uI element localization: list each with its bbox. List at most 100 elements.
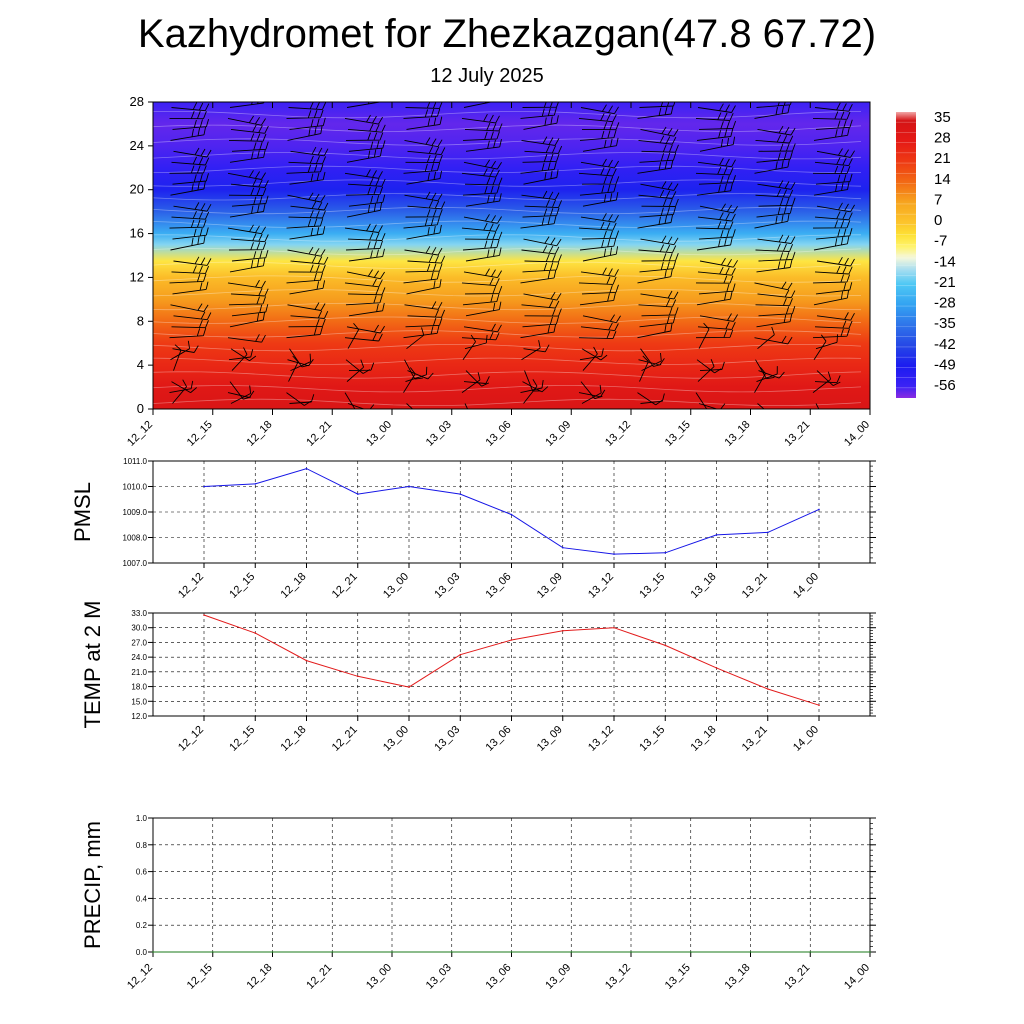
wind-barb [757,125,796,136]
x-tick-label: 12_21 [330,724,360,754]
y-axis-label: TEMP at 2 M [80,601,105,729]
wind-barb [288,155,327,165]
wind-barb [756,366,778,383]
wind-barb [173,344,182,371]
wind-barb [697,212,736,222]
x-tick-label: 13_03 [432,571,462,601]
x-tick-label: 12_15 [185,962,215,992]
wind-barb [581,230,620,240]
wind-barb [812,371,832,393]
wind-barb [698,283,736,295]
data-point [459,493,462,495]
wind-barb [524,199,563,209]
wind-barb [637,160,674,174]
data-point [357,493,359,495]
wind-barb [462,185,500,196]
wind-barb [754,159,790,174]
wind-barb [522,316,560,328]
wind-barb [227,115,266,126]
wind-barb [697,266,736,276]
x-tick-label: 13_00 [381,571,411,601]
wind-barb [407,254,446,264]
wind-barb [170,181,206,196]
wind-barb [754,335,793,345]
contour-line [153,261,862,270]
wind-barb [758,143,796,152]
wind-barb [812,111,851,120]
temperature-field [153,102,870,409]
wind-barb [524,370,541,392]
wind-barb [582,192,619,207]
wind-barb [520,161,557,174]
contour-line [153,152,862,160]
wind-barb [758,251,796,262]
wind-barb [289,171,326,185]
wind-barb [230,385,252,404]
wind-barb [755,134,794,144]
wind-barb [521,300,560,309]
data-point [809,951,812,953]
x-tick-label: 12_21 [304,419,334,449]
x-tick-label: 13_09 [543,962,573,992]
wind-barb [406,279,442,295]
wind-barb [286,392,312,406]
data-point [767,688,769,690]
data-point [510,513,513,516]
wind-barb [463,323,502,333]
wind-barb [640,235,679,246]
wind-barb [695,112,734,121]
wind-barb [521,340,541,361]
x-tick-label: 13_21 [740,571,770,601]
wind-barb [405,102,443,109]
x-tick-label: 12_18 [245,962,275,992]
data-point [254,483,257,485]
wind-barb [641,253,679,262]
wind-barb [463,214,502,224]
wind-barb [344,114,383,125]
data-point [331,951,334,953]
wind-barb [815,282,853,295]
wind-barb [695,329,734,339]
wind-barb [404,246,443,256]
wind-barb [579,348,604,361]
wind-barb [171,102,210,112]
wind-barb [579,129,617,141]
data-point [613,626,615,629]
wind-barb [521,190,560,201]
wind-barb [638,358,665,366]
wind-barb [696,128,734,141]
wind-barb [522,381,549,393]
x-tick-label: 12_15 [185,419,215,449]
wind-barb [641,198,679,207]
panel-frame [152,460,871,564]
wind-barb [405,366,428,383]
wind-barb [227,224,266,235]
wind-barb [348,248,385,262]
y-tick-label: 12.0 [131,712,147,721]
data-point [305,467,308,470]
wind-barb [346,269,385,280]
wind-barb [461,113,500,124]
wind-barb [582,137,619,152]
data-point [212,951,214,953]
x-tick-label: 13_06 [484,419,514,449]
wind-barb [347,287,386,296]
data-point [408,686,410,688]
y-tick-label: 12 [130,269,144,284]
wind-barb [347,123,386,133]
contour-line [153,385,862,393]
wind-barb [229,203,266,218]
x-tick-label: 13_00 [364,419,394,449]
wind-barb [581,176,620,185]
wind-barb [873,340,891,360]
colorbar-label: 14 [934,171,951,188]
wind-barb [173,256,212,266]
colorbar-ramp [896,112,916,398]
y-tick-label: 15.0 [131,697,147,706]
y-tick-label: 1009.0 [123,508,148,517]
wind-barb [812,274,851,284]
wind-barb [756,205,793,218]
wind-barb [582,314,621,324]
x-tick-label: 13_12 [586,571,616,601]
wind-barb [641,144,679,153]
